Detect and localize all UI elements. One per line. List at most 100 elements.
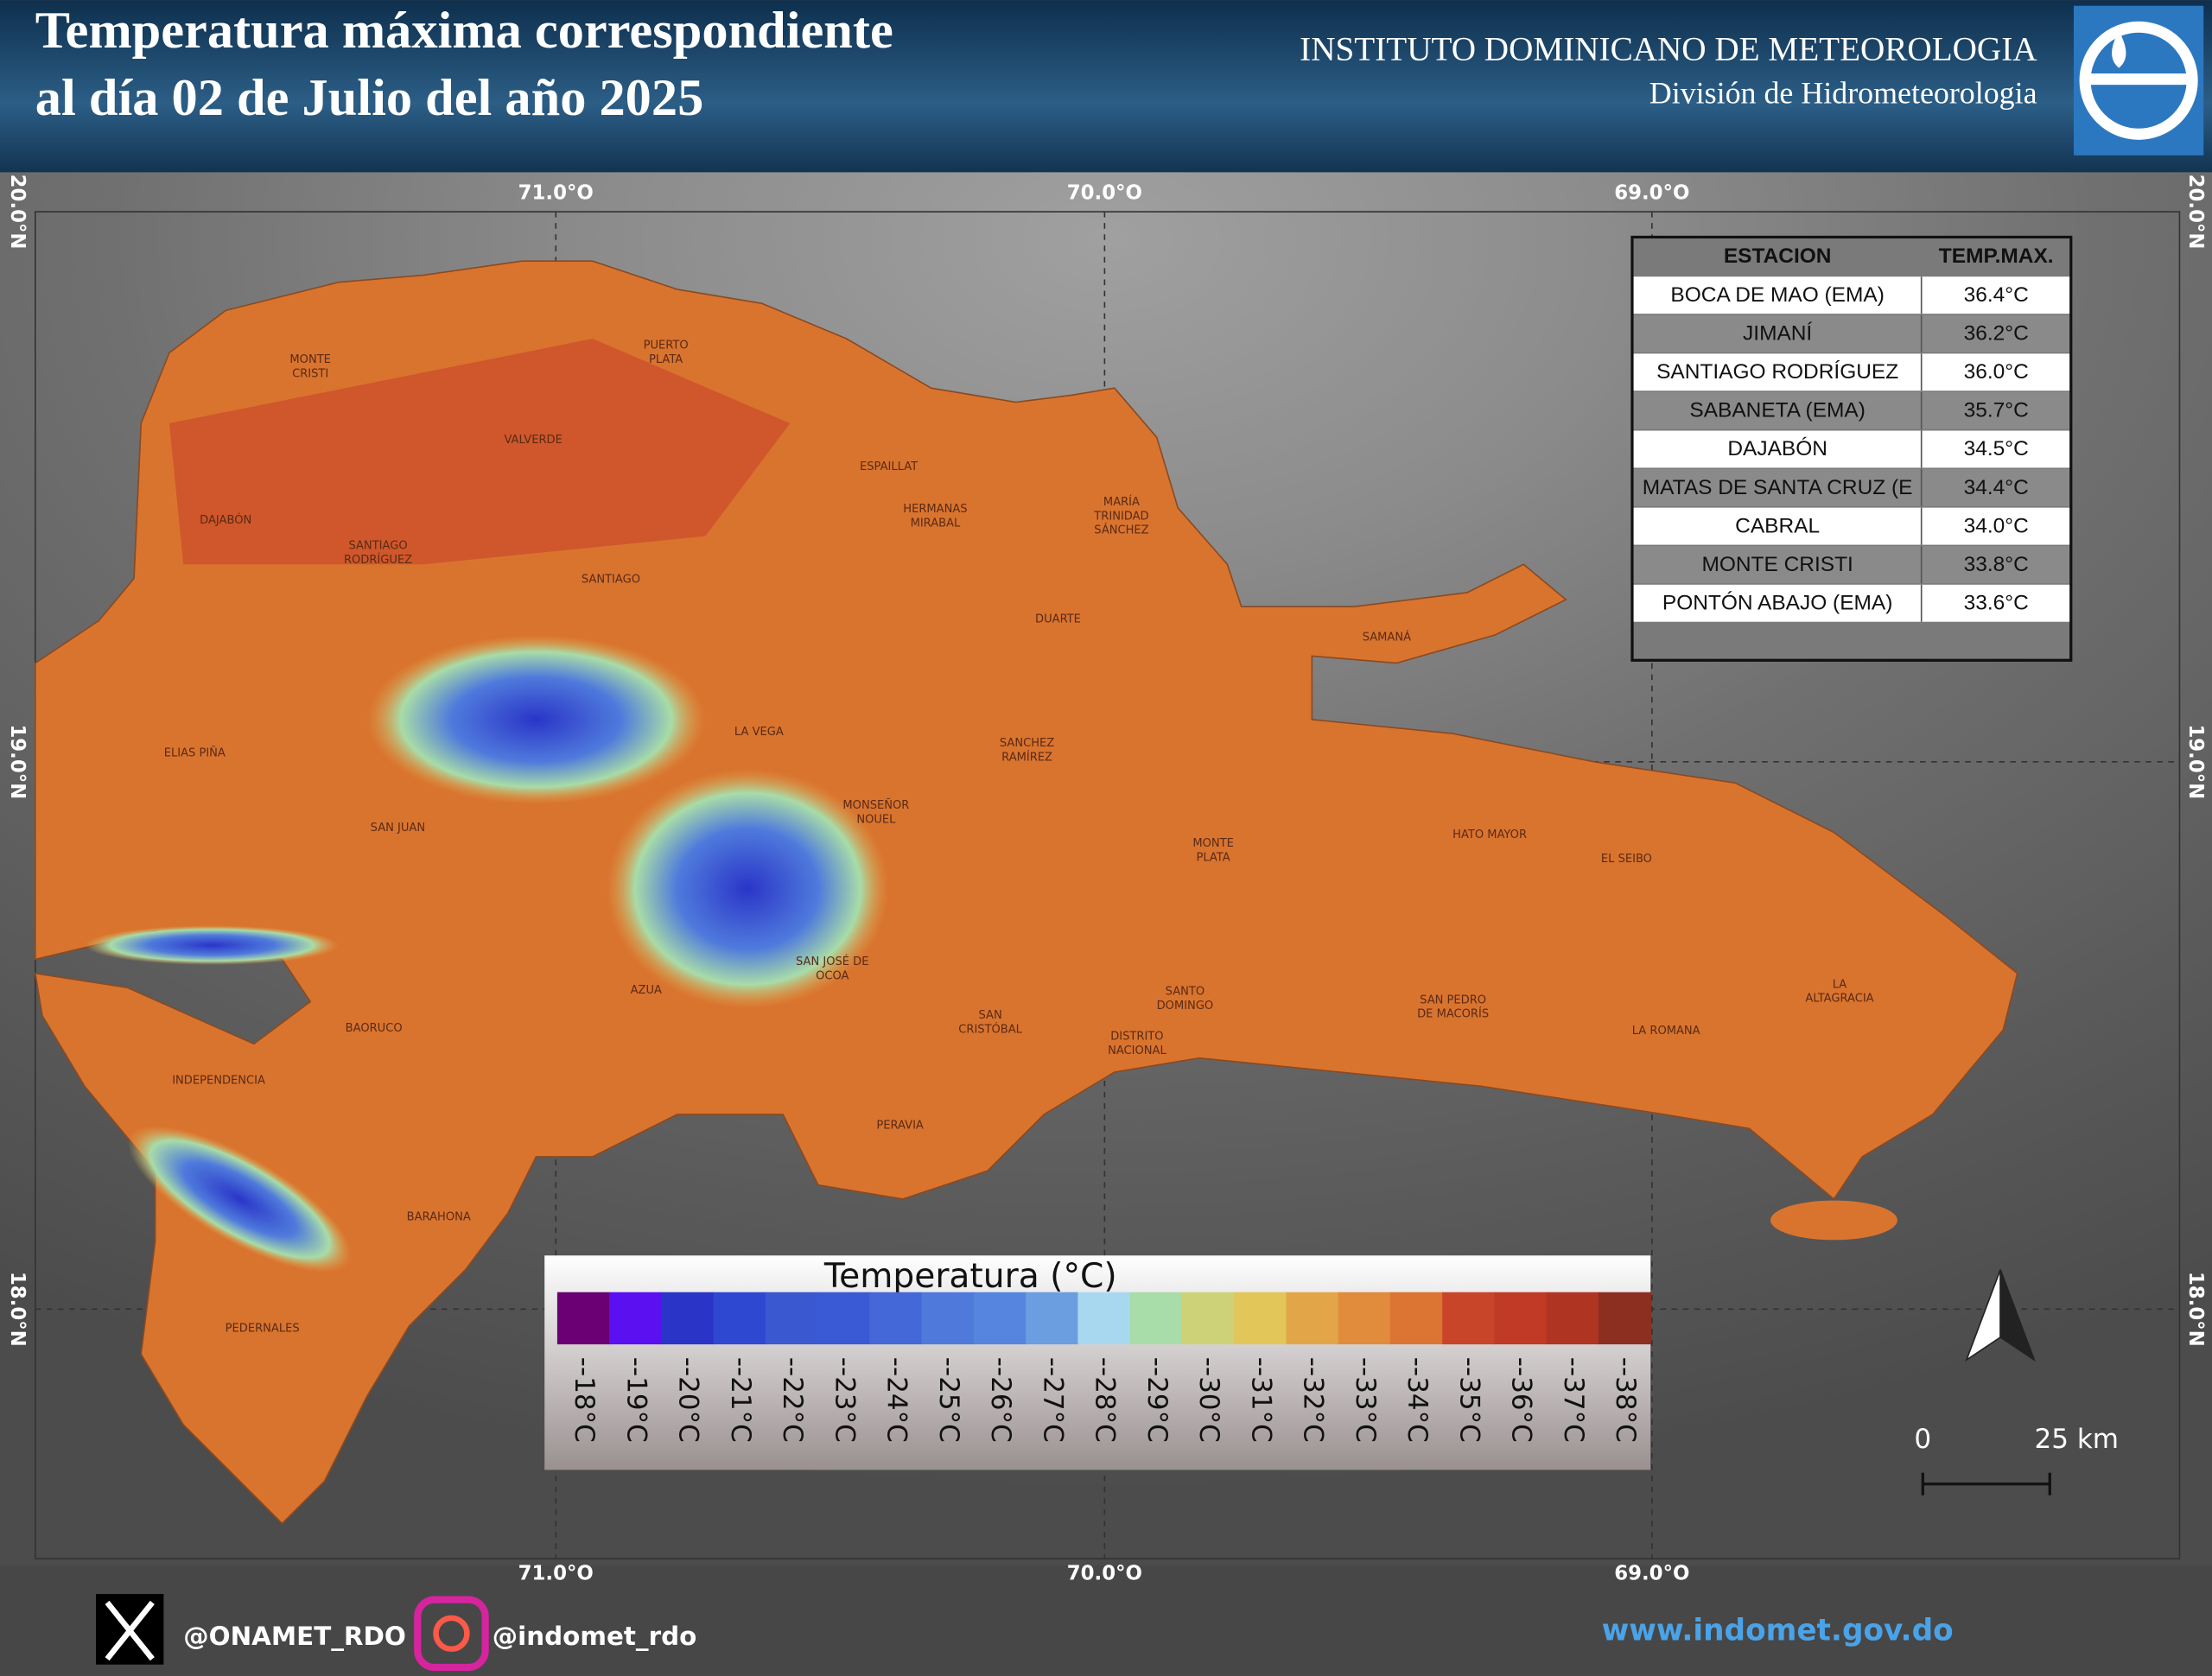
cold-zone [607, 769, 889, 1009]
place-label: DAJABÓN [200, 513, 251, 527]
table-cell: SABANETA (EMA) [1689, 399, 1866, 422]
legend-swatch [1026, 1292, 1079, 1345]
legend-swatch [713, 1292, 766, 1345]
table-cell: 34.4°C [1964, 476, 2029, 499]
scale-start: 0 [1914, 1424, 1931, 1455]
table-cell: CABRAL [1735, 514, 1820, 537]
legend-swatch [1389, 1292, 1444, 1345]
scale-end: 25 km [2035, 1424, 2120, 1455]
place-label: DUARTE [1035, 613, 1081, 625]
place-label: SAMANÁ [1363, 631, 1411, 644]
place-label: SÁNCHEZ [1094, 524, 1148, 537]
legend-swatch [1338, 1292, 1391, 1345]
table-cell: DAJABÓN [1727, 437, 1827, 460]
place-label: PEDERNALES [226, 1323, 300, 1336]
place-label: ELIAS PIÑA [164, 746, 226, 760]
place-label: LA ROMANA [1632, 1025, 1700, 1038]
table-cell: 33.8°C [1964, 553, 2029, 576]
table-row-bg [1633, 391, 2070, 429]
cold-zone [366, 634, 706, 804]
latitude-label: 19.0°N [2184, 724, 2207, 799]
legend-label: --21°C [725, 1357, 756, 1443]
instagram-logo[interactable] [414, 1596, 489, 1672]
legend-swatch [869, 1292, 923, 1345]
place-label: OCOA [816, 969, 849, 982]
north-arrow [1965, 1269, 2036, 1362]
table-cell: 36.0°C [1964, 360, 2029, 384]
x-logo[interactable] [96, 1594, 164, 1665]
longitude-label: 70.0°O [1067, 181, 1142, 204]
place-label: AZUA [631, 984, 662, 997]
place-label: BARAHONA [407, 1211, 471, 1224]
cold-zone [84, 925, 339, 965]
table-row-bg [1633, 584, 2070, 622]
latitude-label: 18.0°N [6, 1272, 29, 1347]
longitude-label: 71.0°O [518, 181, 594, 204]
place-labels: MONTECRISTIPUERTOPLATAVALVERDEESPAILLATH… [164, 340, 1874, 1336]
legend-label: --37°C [1558, 1357, 1589, 1443]
legend-label: --29°C [1141, 1357, 1173, 1443]
legend-label: --36°C [1506, 1357, 1537, 1443]
place-label: DE MACORÍS [1417, 1007, 1489, 1021]
place-label: LA [1833, 978, 1847, 991]
x-handle[interactable]: @ONAMET_RDO [183, 1622, 406, 1651]
table-cell: 36.4°C [1964, 283, 2029, 307]
title-line: Temperatura máxima correspondiente [35, 2, 893, 60]
place-label: TRINIDAD [1093, 510, 1148, 523]
scale-bar [1921, 1472, 2051, 1495]
table-row-bg [1633, 507, 2070, 545]
legend-label: --35°C [1453, 1357, 1484, 1443]
place-label: SAN [979, 1009, 1002, 1022]
legend-swatch [1077, 1292, 1131, 1345]
longitude-label: 69.0°O [1614, 181, 1689, 204]
latitude-label: 19.0°N [6, 724, 29, 799]
table-cell: MONTE CRISTI [1701, 553, 1853, 576]
place-label: SAN JUAN [371, 822, 425, 835]
header-bar [0, 0, 2212, 173]
place-label: PLATA [1196, 851, 1230, 864]
place-label: SAN PEDRO [1420, 994, 1486, 1006]
table-cell: 36.2°C [1964, 322, 2029, 346]
table-row-bg [1633, 546, 2070, 584]
table-cell: SANTIAGO RODRÍGUEZ [1656, 360, 1898, 384]
division: División de Hidrometeorologia [1649, 75, 2037, 110]
place-label: INDEPENDENCIA [172, 1074, 265, 1087]
place-label: MARÍA [1103, 495, 1140, 509]
place-label: MONSEÑOR [842, 798, 909, 812]
legend-label: --33°C [1350, 1357, 1381, 1443]
legend-swatch [1181, 1292, 1235, 1345]
coordinate-labels: 71.0°O 71.0°O 70.0°O 70.0°O 69.0°O 69.0°O 20.0… [6, 175, 2207, 1585]
latitude-label: 18.0°N [2184, 1272, 2207, 1347]
legend-swatch [817, 1292, 871, 1345]
place-label: HERMANAS [903, 503, 967, 516]
table-cell: 35.7°C [1964, 399, 2029, 422]
table-cell: BOCA DE MAO (EMA) [1670, 283, 1884, 307]
station-table: ESTACION TEMP.MAX. BOCA DE MAO (EMA) 36.4°C… [1630, 235, 2073, 662]
place-label: RAMÍREZ [1001, 750, 1052, 764]
website[interactable]: www.indomet.gov.do [1602, 1614, 1954, 1648]
table-cell: 33.6°C [1964, 592, 2029, 615]
legend-label: --18°C [569, 1357, 600, 1443]
legend-title: Temperatura (°C) [823, 1257, 1117, 1296]
place-label: CRISTI [292, 367, 328, 380]
legend-swatch [973, 1292, 1027, 1345]
table-header-bg [1633, 238, 2070, 276]
place-label: ALTAGRACIA [1805, 993, 1873, 1006]
table-cell: 34.0°C [1964, 514, 2029, 537]
place-label: SAN JOSÉ DE [796, 955, 868, 968]
logo [2074, 5, 2204, 156]
longitude-label: 70.0°O [1067, 1563, 1142, 1585]
legend-label: --32°C [1298, 1357, 1329, 1443]
legend-swatch [661, 1292, 715, 1345]
table-row-bg [1633, 353, 2070, 391]
longitude-label: 69.0°O [1614, 1563, 1689, 1585]
instagram-handle[interactable]: @indomet_rdo [493, 1622, 697, 1651]
legend-swatch [765, 1292, 818, 1345]
place-label: CRISTÓBAL [958, 1023, 1022, 1037]
legend-label: --25°C [933, 1357, 964, 1443]
hot-zone [168, 339, 791, 565]
place-label: NOUEL [856, 813, 896, 826]
legend-swatch [1546, 1292, 1599, 1345]
place-label: PUERTO [644, 340, 689, 352]
